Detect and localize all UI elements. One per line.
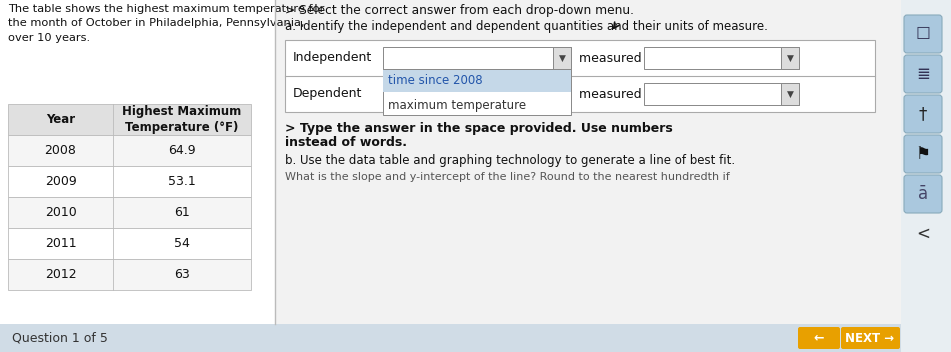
- Text: 2009: 2009: [45, 175, 76, 188]
- Bar: [8, 135, 251, 166]
- Bar: [8, 197, 251, 228]
- Text: Independent: Independent: [293, 51, 372, 64]
- Text: b. Use the data table and graphing technology to generate a line of best fit.: b. Use the data table and graphing techn…: [285, 154, 735, 167]
- Text: Dependent: Dependent: [293, 88, 362, 101]
- Text: ⚑: ⚑: [916, 145, 930, 163]
- FancyBboxPatch shape: [904, 15, 942, 53]
- Bar: [383, 47, 571, 69]
- Text: instead of words.: instead of words.: [285, 136, 407, 149]
- Text: 61: 61: [174, 206, 190, 219]
- Bar: [8, 259, 251, 290]
- Text: †: †: [919, 105, 927, 123]
- Text: ←: ←: [814, 332, 825, 345]
- Text: ☐: ☐: [916, 25, 930, 43]
- Bar: [0, 324, 901, 352]
- Bar: [781, 47, 799, 69]
- Text: 64.9: 64.9: [168, 144, 196, 157]
- Text: NEXT →: NEXT →: [845, 332, 895, 345]
- Bar: [8, 228, 251, 259]
- Text: 2011: 2011: [45, 237, 76, 250]
- Text: Question 1 of 5: Question 1 of 5: [12, 332, 107, 345]
- FancyBboxPatch shape: [904, 135, 942, 173]
- Text: 2008: 2008: [45, 144, 76, 157]
- FancyBboxPatch shape: [798, 327, 840, 349]
- Bar: [901, 0, 951, 352]
- Bar: [0, 0, 275, 324]
- Text: ▼: ▼: [786, 89, 793, 99]
- Bar: [275, 0, 901, 324]
- Text: <: <: [916, 225, 930, 243]
- Text: measured in: measured in: [579, 51, 657, 64]
- Text: a. Identify the independent and dependent quantities and their units of measure.: a. Identify the independent and dependen…: [285, 20, 767, 33]
- Text: Highest Maximum
Temperature (°F): Highest Maximum Temperature (°F): [123, 105, 242, 134]
- Text: maximum temperature: maximum temperature: [388, 100, 526, 113]
- Bar: [8, 104, 251, 135]
- Text: What is the slope and y-intercept of the line? Round to the nearest hundredth if: What is the slope and y-intercept of the…: [285, 172, 729, 182]
- Bar: [644, 83, 799, 105]
- Text: Year: Year: [46, 113, 75, 126]
- FancyBboxPatch shape: [904, 55, 942, 93]
- Text: ā: ā: [918, 185, 928, 203]
- Text: ▼: ▼: [786, 54, 793, 63]
- Text: The table shows the highest maximum temperature for
the month of October in Phil: The table shows the highest maximum temp…: [8, 4, 324, 43]
- Bar: [383, 69, 571, 115]
- Text: > Select the correct answer from each drop-down menu.: > Select the correct answer from each dr…: [285, 4, 634, 17]
- Bar: [781, 83, 799, 105]
- Text: 2012: 2012: [45, 268, 76, 281]
- FancyBboxPatch shape: [904, 95, 942, 133]
- Text: measured in: measured in: [579, 88, 657, 101]
- FancyBboxPatch shape: [904, 175, 942, 213]
- Text: > Type the answer in the space provided. Use numbers: > Type the answer in the space provided.…: [285, 122, 672, 135]
- Text: 54: 54: [174, 237, 190, 250]
- Text: ▼: ▼: [558, 54, 566, 63]
- Text: 63: 63: [174, 268, 190, 281]
- Text: 2010: 2010: [45, 206, 76, 219]
- Bar: [553, 47, 571, 69]
- Bar: [285, 40, 875, 112]
- Bar: [8, 166, 251, 197]
- Bar: [383, 70, 571, 92]
- Text: ≣: ≣: [916, 65, 930, 83]
- Text: time since 2008: time since 2008: [388, 75, 482, 88]
- Bar: [644, 47, 799, 69]
- FancyBboxPatch shape: [841, 327, 900, 349]
- Text: 53.1: 53.1: [168, 175, 196, 188]
